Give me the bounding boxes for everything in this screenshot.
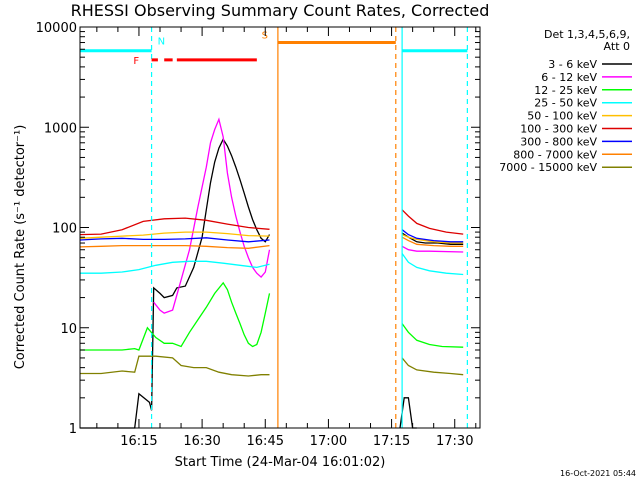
- x-tick-label-2: 16:45: [247, 434, 284, 449]
- y-tick-label-0: 1: [69, 422, 77, 437]
- x-tick-label-1: 16:30: [183, 434, 220, 449]
- y-tick-label-2: 100: [52, 222, 77, 237]
- x-tick-label-0: 16:15: [120, 434, 157, 449]
- series-line-6-1: [401, 229, 464, 243]
- series-line-4-0: [79, 231, 270, 239]
- series-line-5-0: [79, 217, 270, 236]
- y-axis-label: Corrected Count Rate (s⁻¹ detector⁻¹): [13, 125, 28, 370]
- x-axis-label: Start Time (24-Mar-04 16:01:02): [175, 455, 386, 470]
- x-tick-label-4: 17:15: [373, 434, 410, 449]
- series-line-3-1: [401, 253, 464, 276]
- series-line-0-0: [80, 137, 271, 429]
- legend-label-0: 3 - 6 keV: [548, 58, 597, 71]
- legend-header-1: Att 0: [604, 40, 630, 53]
- axes: 1 10 100 1000 10000 16:15 16:30 16:45 17:00 17:15…: [36, 21, 481, 449]
- legend-label-7: 800 - 7000 keV: [513, 148, 597, 161]
- x-tick-label-3: 17:00: [310, 434, 347, 449]
- plot-marks: N F S: [79, 27, 468, 429]
- legend-label-3: 25 - 50 keV: [534, 97, 597, 110]
- legend-label-4: 50 - 100 keV: [527, 110, 597, 123]
- chart-title: RHESSI Observing Summary Count Rates, Co…: [71, 1, 490, 20]
- series-line-6-0: [79, 237, 270, 243]
- plot-frame: [79, 26, 481, 429]
- series-line-7-0: [79, 244, 270, 249]
- annotation-s: S: [262, 31, 268, 42]
- legend-label-1: 6 - 12 keV: [541, 71, 597, 84]
- annotation-f: F: [133, 56, 139, 67]
- series-line-5-1: [401, 209, 464, 235]
- legend-label-8: 7000 - 15000 keV: [499, 161, 597, 174]
- series-line-2-1: [401, 323, 464, 348]
- series-line-1-1: [401, 245, 464, 253]
- annotation-n: N: [158, 37, 165, 48]
- series-line-2-0: [80, 281, 271, 351]
- legend-label-5: 100 - 300 keV: [520, 123, 597, 136]
- y-tick-label-3: 1000: [44, 121, 77, 136]
- legend-label-2: 12 - 25 keV: [534, 84, 597, 97]
- legend-label-6: 300 - 800 keV: [520, 135, 597, 148]
- series-line-8-1: [401, 357, 464, 376]
- y-tick-label-1: 10: [60, 322, 77, 337]
- x-tick-label-5: 17:30: [436, 434, 473, 449]
- series-line-3-0: [80, 260, 270, 274]
- series-line-1-0: [153, 117, 271, 314]
- footer-stamp: 16-Oct-2021 05:44: [560, 469, 636, 478]
- series-line-7-1: [401, 236, 464, 247]
- y-tick-label-4: 10000: [36, 21, 77, 36]
- legend-header-0: Det 1,3,4,5,6,9,: [544, 28, 630, 41]
- series-line-4-1: [401, 233, 464, 244]
- series-line-8-0: [80, 355, 270, 377]
